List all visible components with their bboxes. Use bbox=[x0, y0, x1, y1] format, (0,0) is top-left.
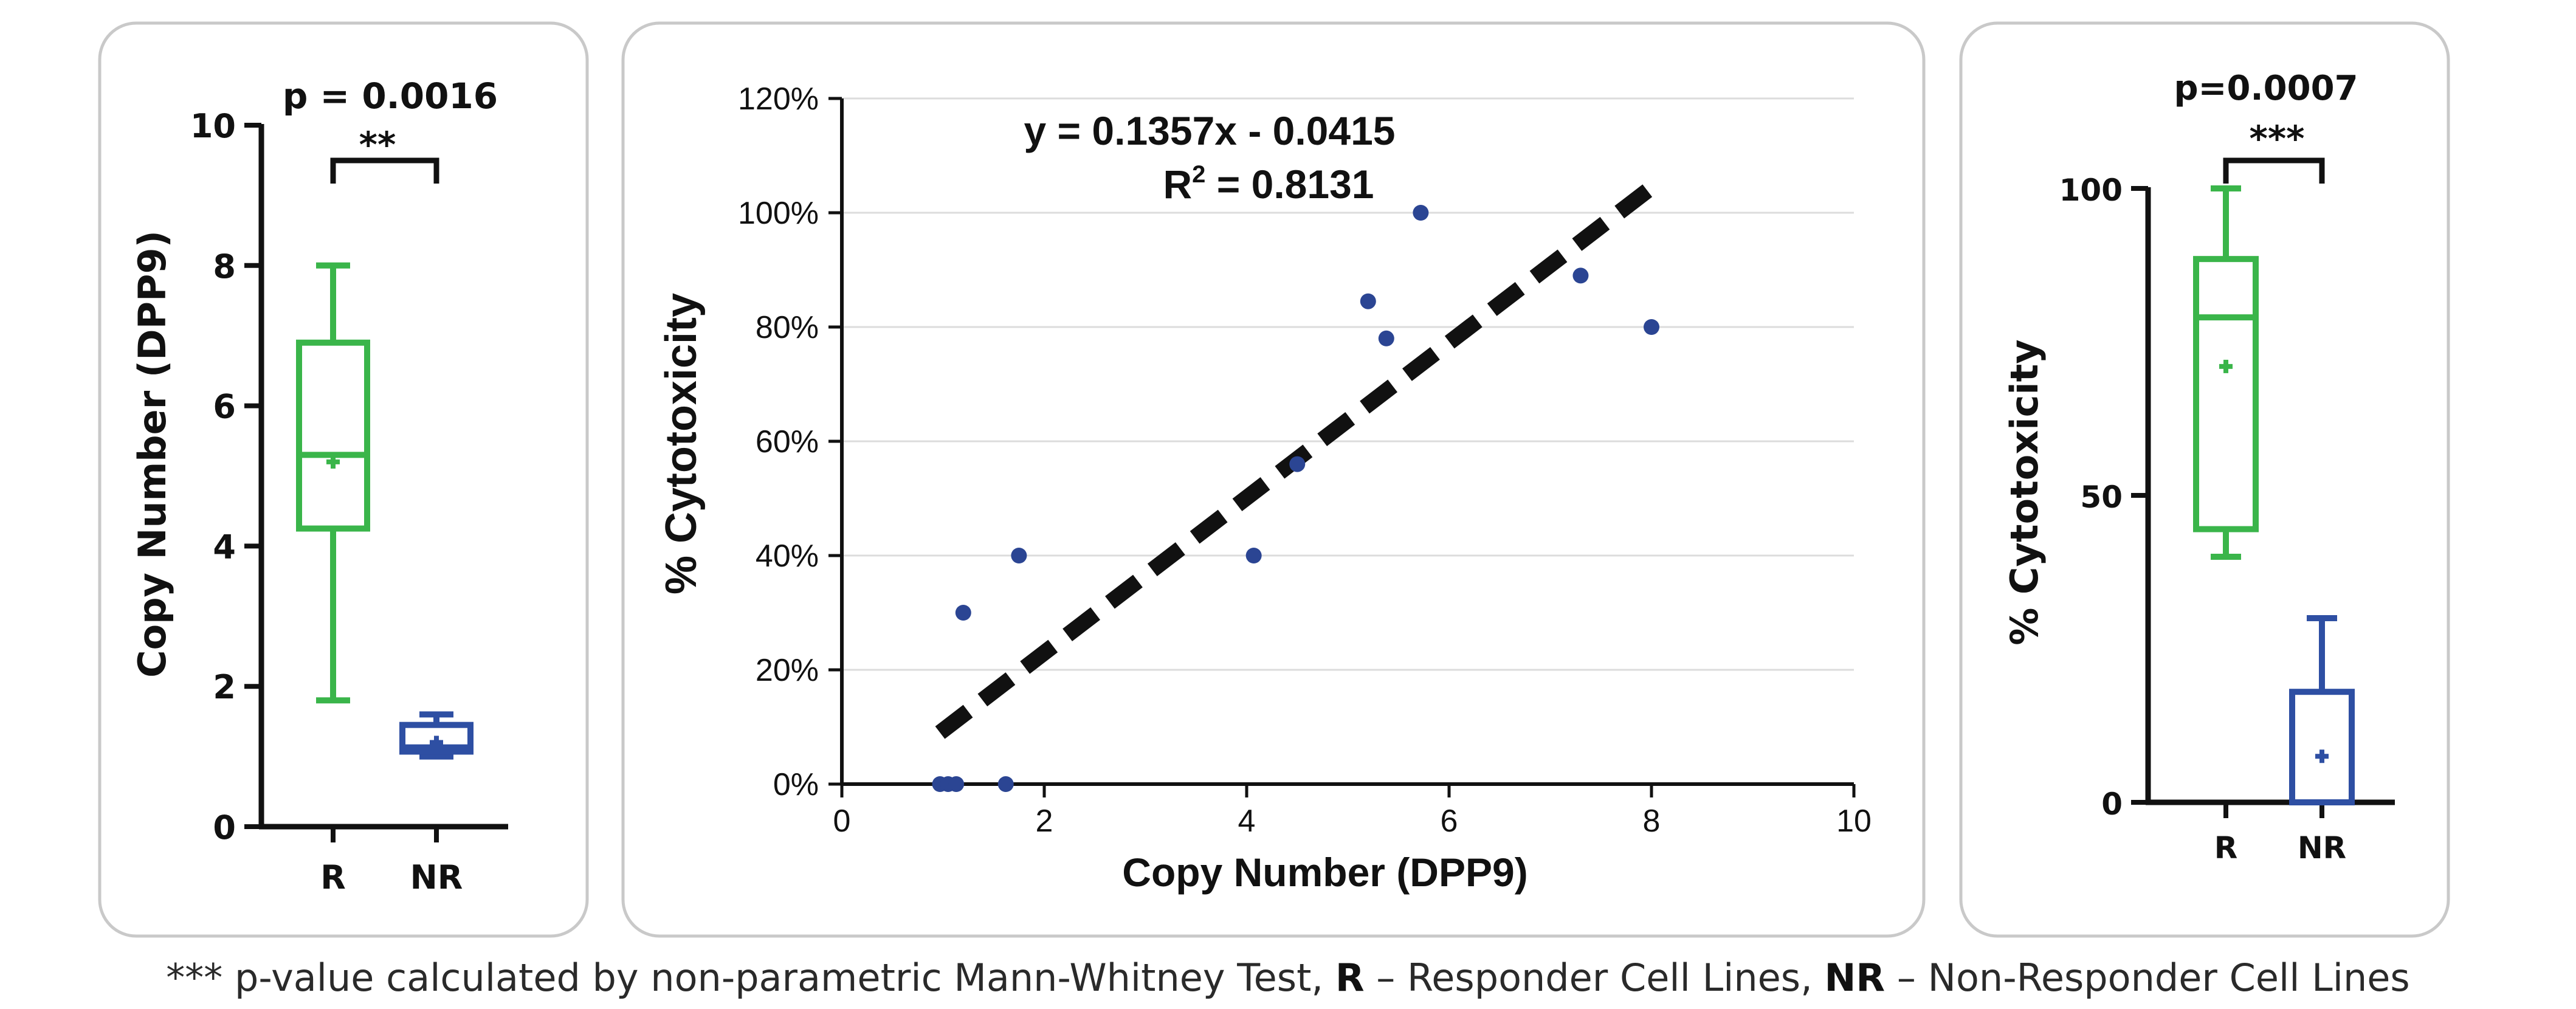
y-tick-label: 6 bbox=[213, 388, 236, 426]
y-tick-label: 0 bbox=[213, 808, 236, 847]
scatter-point bbox=[1572, 267, 1589, 284]
x-category-label: NR bbox=[2298, 830, 2346, 866]
x-category-label: NR bbox=[410, 858, 463, 897]
scatter-y-axis-label: % Cytotoxicity bbox=[657, 293, 706, 594]
scatter-point bbox=[1245, 548, 1262, 563]
scatter-point bbox=[1413, 205, 1429, 221]
scatter-points bbox=[932, 205, 1659, 792]
y-tick-label: 60% bbox=[756, 424, 819, 460]
right-plot-boxes bbox=[2193, 185, 2355, 805]
footnote-nr-text: – Non-Responder Cell Lines bbox=[1885, 956, 2410, 1000]
r-squared-value: = 0.8131 bbox=[1205, 162, 1374, 207]
x-category-label: R bbox=[2214, 830, 2238, 866]
iqr-box bbox=[2193, 256, 2259, 532]
footnote-r-abbrev: R bbox=[1335, 956, 1365, 1000]
scatter-plot-panel: 0% 20% 40% 60% 80% 100% 120% 0 2 4 6 8 10 y = 0.1357… bbox=[621, 21, 1926, 938]
scatter-point bbox=[948, 776, 965, 792]
scatter-point bbox=[1011, 548, 1027, 563]
x-tick-label: 6 bbox=[1441, 804, 1458, 839]
left-p-value-label: p = 0.0016 bbox=[283, 75, 498, 117]
y-tick-label: 0% bbox=[773, 767, 819, 802]
y-tick-label: 2 bbox=[213, 668, 236, 706]
scatter-point bbox=[955, 605, 971, 621]
scatter-point bbox=[997, 776, 1014, 792]
x-tick-label: 0 bbox=[833, 804, 851, 839]
y-tick-label: 120% bbox=[738, 81, 819, 117]
iqr-box bbox=[399, 721, 474, 755]
left-panel-frame bbox=[98, 21, 589, 938]
y-tick-label: 20% bbox=[756, 653, 819, 688]
y-tick-label: 8 bbox=[213, 247, 236, 286]
r-squared-label: R2 = 0.8131 bbox=[1163, 161, 1374, 207]
scatter-gridlines bbox=[842, 97, 1854, 671]
significance-bracket bbox=[2223, 157, 2325, 184]
scatter-panel-frame bbox=[621, 21, 1926, 938]
right-p-value-label: p=0.0007 bbox=[2174, 69, 2358, 108]
left-plot-boxes bbox=[296, 262, 474, 760]
x-category-label: R bbox=[320, 858, 346, 897]
trendline-equation: y = 0.1357x - 0.0415 bbox=[1024, 108, 1395, 153]
y-tick-label: 4 bbox=[213, 528, 236, 566]
significance-bracket bbox=[330, 157, 439, 184]
y-tick-label: 100% bbox=[738, 196, 819, 231]
left-significance-stars: ** bbox=[359, 124, 396, 165]
right-box-plot-panel: 0 50 100 R NR % Cytotoxicity p=0.0007 *** bbox=[1959, 21, 2450, 938]
left-plot-axes: 0 2 4 6 8 10 R NR bbox=[190, 107, 508, 897]
scatter-point bbox=[1378, 330, 1394, 346]
y-tick-label: 40% bbox=[756, 539, 819, 574]
left-y-axis-label: Copy Number (DPP9) bbox=[130, 230, 174, 678]
scatter-x-axis-label: Copy Number (DPP9) bbox=[1122, 850, 1527, 895]
y-tick-label: 80% bbox=[756, 310, 819, 345]
footnote-nr-abbrev: NR bbox=[1824, 956, 1886, 1000]
x-tick-label: 8 bbox=[1643, 804, 1661, 839]
footnote-r-text: – Responder Cell Lines, bbox=[1364, 956, 1825, 1000]
right-panel-frame bbox=[1959, 21, 2450, 938]
x-tick-label: 2 bbox=[1036, 804, 1053, 839]
x-tick-label: 10 bbox=[1836, 804, 1872, 839]
scatter-plot-axes: 0% 20% 40% 60% 80% 100% 120% 0 2 4 6 8 10 bbox=[738, 81, 1872, 839]
x-tick-label: 4 bbox=[1238, 804, 1256, 839]
y-tick-label: 50 bbox=[2080, 480, 2123, 515]
left-box-plot-panel: 0 2 4 6 8 10 R NR Copy Number (DPP9) p = 0.0016… bbox=[98, 21, 589, 938]
footnote: *** p-value calculated by non-parametric… bbox=[0, 956, 2576, 1000]
y-tick-label: 100 bbox=[2059, 173, 2123, 208]
footnote-prefix: *** p-value calculated by non-parametric… bbox=[166, 956, 1335, 1000]
scatter-point bbox=[1289, 456, 1306, 472]
y-tick-label: 10 bbox=[190, 107, 236, 145]
right-y-axis-label: % Cytotoxicity bbox=[2002, 339, 2047, 645]
right-plot-axes: 0 50 100 R NR bbox=[2059, 157, 2395, 866]
y-tick-label: 0 bbox=[2101, 787, 2123, 822]
right-significance-stars: *** bbox=[2250, 118, 2305, 159]
scatter-point bbox=[1644, 319, 1659, 335]
r-squared-superscript: 2 bbox=[1192, 161, 1205, 188]
r-squared-symbol: R bbox=[1163, 162, 1192, 207]
iqr-box bbox=[296, 339, 370, 532]
scatter-point bbox=[1360, 293, 1376, 309]
